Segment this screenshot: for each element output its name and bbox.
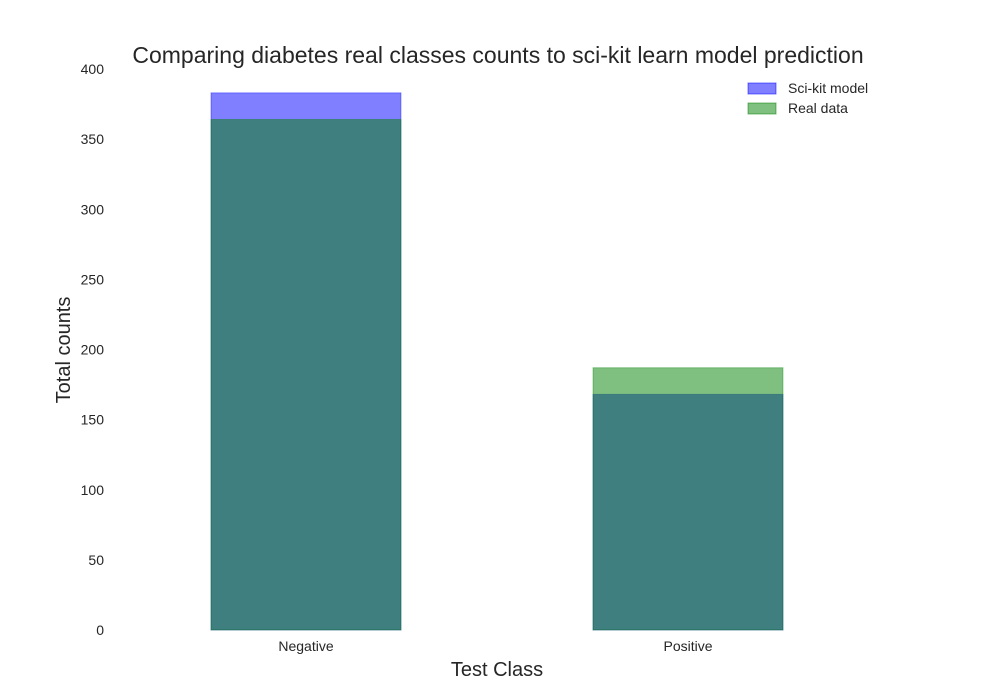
x-axis-ticks: Negative Positive bbox=[278, 638, 712, 654]
legend: Sci-kit model Real data bbox=[747, 80, 868, 116]
y-tick-label: 350 bbox=[81, 131, 105, 147]
y-tick-label: 0 bbox=[96, 622, 104, 638]
legend-label: Real data bbox=[788, 100, 848, 116]
bar-real-data-positive bbox=[592, 367, 784, 631]
y-tick-label: 250 bbox=[81, 271, 105, 287]
y-tick-label: 50 bbox=[88, 552, 104, 568]
x-tick-label: Positive bbox=[663, 638, 712, 654]
x-tick-label: Negative bbox=[278, 638, 333, 654]
y-axis-label: Total counts bbox=[53, 297, 75, 404]
y-axis-ticks: 0 50 100 150 200 250 300 350 400 bbox=[81, 61, 105, 638]
bar-real-data-negative bbox=[210, 118, 402, 631]
x-axis-label: Test Class bbox=[451, 659, 543, 681]
bars-group bbox=[210, 92, 784, 631]
y-tick-label: 300 bbox=[81, 201, 105, 217]
y-tick-label: 150 bbox=[81, 412, 105, 428]
legend-swatch bbox=[747, 82, 777, 95]
y-tick-label: 100 bbox=[81, 482, 105, 498]
y-tick-label: 200 bbox=[81, 342, 105, 358]
chart-title: Comparing diabetes real classes counts t… bbox=[132, 42, 863, 68]
legend-label: Sci-kit model bbox=[788, 80, 868, 96]
y-tick-label: 400 bbox=[81, 61, 105, 77]
legend-swatch bbox=[747, 102, 777, 115]
